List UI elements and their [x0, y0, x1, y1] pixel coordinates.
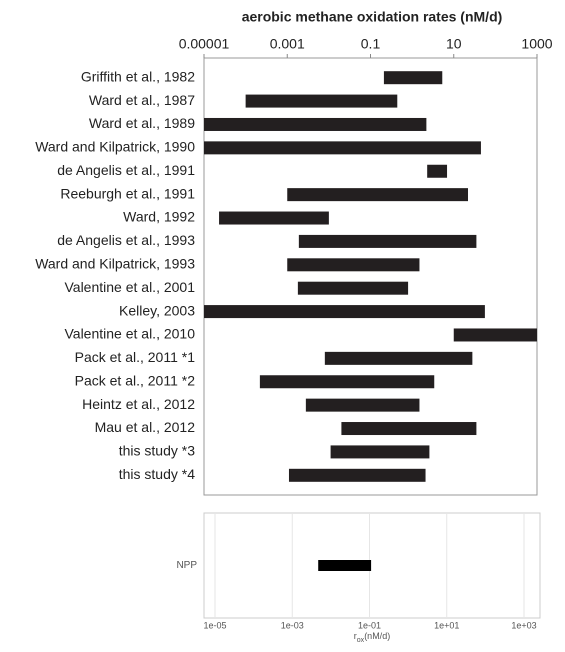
- range-bar: [287, 258, 420, 272]
- range-bar: [453, 328, 537, 342]
- range-bar: [297, 281, 409, 295]
- range-bar: [245, 94, 398, 108]
- category-label: Ward and Kilpatrick, 1990: [35, 139, 195, 155]
- category-label: Griffith et al., 1982: [81, 68, 195, 84]
- category-label: Ward et al., 1989: [89, 115, 195, 131]
- range-bar: [305, 398, 420, 412]
- x-tick-label: 1000: [521, 36, 552, 52]
- category-label: Mau et al., 2012: [95, 419, 196, 435]
- range-bar: [298, 234, 477, 248]
- range-bar: [219, 211, 329, 225]
- range-bar: [204, 117, 427, 131]
- x-label-rest: (nM/d): [364, 631, 390, 641]
- category-label: Valentine et al., 2010: [64, 326, 195, 342]
- range-bar: [324, 351, 473, 365]
- category-label: Ward and Kilpatrick, 1993: [35, 256, 195, 272]
- plot-frame: [203, 512, 541, 619]
- category-label: de Angelis et al., 1993: [57, 232, 195, 248]
- range-bar: [330, 445, 430, 459]
- category-label: Kelley, 2003: [119, 302, 195, 318]
- x-tick-label: 0.1: [361, 36, 381, 52]
- chart-title: aerobic methane oxidation rates (nM/d): [242, 9, 503, 25]
- category-label: Ward et al., 1987: [89, 92, 195, 108]
- range-bar: [287, 188, 469, 202]
- x-label-sub: ox: [357, 637, 365, 644]
- range-bar: [288, 468, 426, 482]
- x-tick-label: 1e+03: [511, 620, 536, 630]
- category-label: Pack et al., 2011 *2: [75, 372, 196, 388]
- x-tick-label: 1e+01: [434, 620, 459, 630]
- x-tick-label: 0.00001: [179, 36, 230, 52]
- x-tick-label: 1e-05: [203, 620, 226, 630]
- category-label: de Angelis et al., 1991: [57, 162, 195, 178]
- category-label: this study *3: [119, 443, 195, 459]
- category-label: Pack et al., 2011 *1: [75, 349, 196, 365]
- category-label: Heintz et al., 2012: [82, 396, 195, 412]
- range-bar: [427, 164, 448, 178]
- category-label: Ward, 1992: [123, 209, 195, 225]
- category-label: NPP: [176, 560, 197, 571]
- range-bar: [204, 141, 481, 155]
- range-bar: [318, 560, 372, 571]
- range-bar: [259, 375, 435, 389]
- range-bar: [204, 305, 485, 319]
- x-axis-label: rox(nM/d): [354, 631, 390, 643]
- range-bar: [383, 71, 443, 85]
- category-label: Valentine et al., 2001: [64, 279, 195, 295]
- x-tick-label: 1e-03: [281, 620, 304, 630]
- range-bar: [341, 422, 477, 436]
- x-tick-label: 0.001: [270, 36, 305, 52]
- x-tick-label: 10: [446, 36, 462, 52]
- x-label-main: r: [354, 631, 357, 641]
- category-label: this study *4: [119, 466, 195, 482]
- category-label: Reeburgh et al., 1991: [60, 185, 195, 201]
- x-tick-label: 1e-01: [358, 620, 381, 630]
